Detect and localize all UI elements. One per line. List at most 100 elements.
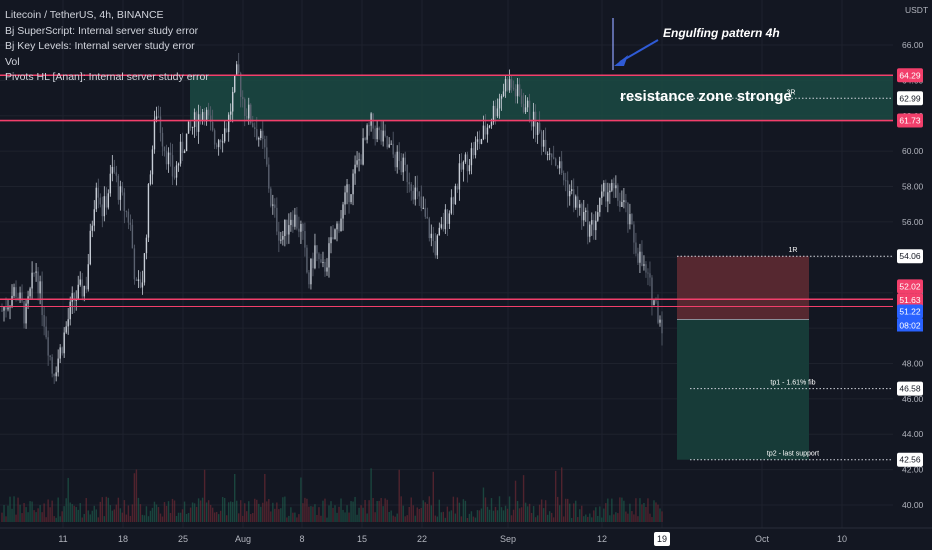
volume-bar <box>526 506 529 522</box>
volume-bar <box>207 500 210 522</box>
candle-body <box>55 372 57 377</box>
volume-bar <box>185 513 188 522</box>
volume-bar <box>653 500 655 522</box>
volume-bar <box>280 508 282 522</box>
volume-bar <box>536 515 539 522</box>
candle-body <box>145 237 148 254</box>
legend-study-pivots[interactable]: Pivots HL [Anan]: Internal server study … <box>5 71 209 83</box>
candle-body <box>131 224 134 249</box>
volume-bar <box>63 506 65 522</box>
candle-body <box>382 130 384 142</box>
volume-bars <box>1 467 663 522</box>
candle-body <box>530 121 533 127</box>
candle-body <box>177 163 180 166</box>
volume-bar <box>221 497 224 522</box>
volume-bar <box>336 512 338 522</box>
candle-body <box>11 295 13 306</box>
engulfing-annotation[interactable]: Engulfing pattern 4h <box>663 26 780 40</box>
volume-bar <box>117 497 120 522</box>
volume-bar <box>236 500 238 522</box>
volume-bar <box>121 512 124 522</box>
legend-study-superscript[interactable]: Bj SuperScript: Internal server study er… <box>5 24 199 37</box>
price-axis-label-bg <box>897 304 923 319</box>
candle-body <box>408 182 410 185</box>
volume-bar <box>85 498 87 522</box>
volume-bar <box>554 470 557 522</box>
resistance-annotation[interactable]: resistance zone stronge <box>620 88 792 105</box>
price-tick-label: 58.00 <box>902 182 924 192</box>
candle-body <box>542 139 545 147</box>
volume-bar <box>348 512 350 522</box>
volume-bar <box>21 513 23 522</box>
volume-bar <box>91 510 93 522</box>
candle-body <box>187 121 190 134</box>
candle-body <box>181 141 184 154</box>
volume-bar <box>25 507 27 522</box>
price-axis-label: 54.06 <box>899 251 921 261</box>
volume-bar <box>99 501 101 522</box>
candle-body <box>560 161 563 173</box>
candle-body <box>577 196 579 208</box>
candle-body <box>494 105 497 117</box>
price-axis-label-bg <box>897 68 923 83</box>
volume-bar <box>320 515 322 522</box>
take-profit-zone <box>677 319 809 460</box>
volume-bar <box>378 500 380 522</box>
volume-bar <box>641 504 643 522</box>
price-axis[interactable]: USDT40.0042.0044.0046.0048.0050.0052.005… <box>893 0 932 550</box>
legend-study-key-levels[interactable]: Bj Key Levels: Internal server study err… <box>5 40 195 52</box>
volume-bar <box>286 517 288 522</box>
volume-bar <box>159 513 162 522</box>
candle-body <box>248 104 250 119</box>
candle-body <box>625 200 627 203</box>
volume-bar <box>508 496 511 522</box>
legend-symbol[interactable]: Litecoin / TetherUS, 4h, BINANCE <box>5 9 164 21</box>
candle-body <box>583 212 585 221</box>
candle-body <box>149 174 152 185</box>
candle-body <box>647 272 649 274</box>
time-axis[interactable]: 11 18 25 Aug 8 15 22 Sep 12 19 Oct 10 <box>0 527 932 550</box>
candle-body <box>276 207 278 232</box>
volume-bar <box>492 510 495 522</box>
volume-bar <box>252 512 254 522</box>
candle-body <box>462 161 465 170</box>
candle-body <box>81 279 83 297</box>
volume-bar <box>532 506 535 522</box>
volume-bar <box>512 509 515 522</box>
price-axis-label-bg <box>897 381 923 396</box>
volume-bar <box>189 507 192 522</box>
legend-study-volume[interactable]: Vol <box>5 55 20 68</box>
candle-body <box>95 187 97 210</box>
candle-body <box>484 125 487 135</box>
volume-bar <box>434 515 437 522</box>
volume-bar <box>83 513 85 522</box>
volume-bar <box>567 498 569 522</box>
volume-bar <box>238 513 240 522</box>
volume-bar <box>43 503 45 522</box>
volume-bar <box>27 512 29 522</box>
price-axis-label: 61.73 <box>899 116 921 126</box>
candle-body <box>571 189 573 192</box>
candle-body <box>490 122 493 126</box>
candle-body <box>575 196 577 208</box>
candle-body <box>346 184 348 193</box>
volume-bar <box>302 503 304 522</box>
candle-body <box>165 150 168 165</box>
candle-body <box>73 293 75 302</box>
volume-bar <box>476 510 479 522</box>
volume-bar <box>498 496 501 522</box>
candle-body <box>446 209 449 224</box>
engulfing-arrow-icon <box>614 55 628 66</box>
candle-body <box>639 251 641 263</box>
volume-bar <box>486 506 489 522</box>
volume-bar <box>544 500 547 522</box>
candle-body <box>356 160 358 165</box>
candle-body <box>260 130 262 138</box>
candle-body <box>334 229 336 240</box>
candle-body <box>129 222 132 225</box>
time-tick-label: 25 <box>178 534 188 544</box>
candle-body <box>53 373 55 377</box>
candle-body <box>649 273 651 278</box>
volume-bar <box>107 497 110 522</box>
